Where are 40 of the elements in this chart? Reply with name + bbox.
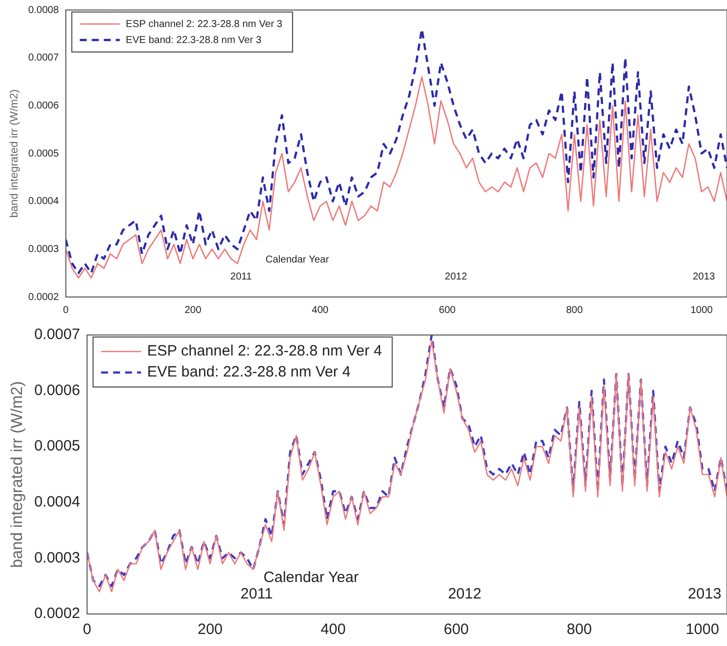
x-tick-label: 800: [566, 304, 584, 316]
x-tick-label: 600: [438, 304, 456, 316]
y-axis-title: band integrated irr (W/m2): [8, 89, 21, 218]
y-tick-label: 0.0003: [34, 549, 80, 566]
x-tick-label: 0: [63, 304, 70, 316]
annotation: 2013: [692, 272, 716, 283]
y-axis-title: band integrated irr (W/m2): [9, 381, 26, 568]
y-tick-label: 0.0005: [28, 148, 60, 160]
x-tick-label: 400: [312, 304, 329, 316]
y-tick-label: 0.0007: [34, 326, 80, 344]
legend-label: ESP channel 2: 22.3-28.8 nm Ver 3: [126, 18, 283, 30]
y-tick-label: 0.0006: [34, 382, 80, 399]
annotation: 2012: [444, 272, 468, 283]
annotation: 2013: [688, 586, 722, 603]
x-tick-label: 200: [198, 621, 223, 638]
y-tick-label: 0.0007: [28, 52, 60, 64]
x-tick-label: 1000: [690, 304, 714, 316]
annotation: 2011: [230, 272, 252, 283]
annotation: Calendar Year: [266, 254, 330, 266]
x-tick-label: 600: [444, 621, 469, 638]
y-tick-label: 0.0002: [34, 605, 80, 622]
x-tick-label: 200: [184, 304, 202, 316]
legend-label: EVE band: 22.3-28.8 nm Ver 3: [126, 34, 262, 46]
annotation: 2012: [448, 586, 482, 603]
y-tick-label: 0.0004: [28, 196, 60, 208]
y-tick-label: 0.0003: [28, 244, 60, 255]
y-tick-label: 0.0005: [34, 438, 80, 455]
x-tick-label: 0: [82, 621, 92, 638]
annotation: 2011: [240, 586, 273, 603]
x-tick-label: 400: [320, 621, 346, 638]
line-series: [66, 28, 727, 274]
x-tick-label: 800: [566, 621, 592, 638]
y-tick-label: 0.0008: [28, 4, 60, 16]
y-tick-label: 0.0004: [34, 494, 80, 511]
legend-label: ESP channel 2: 22.3-28.8 nm Ver 4: [147, 342, 382, 360]
y-tick-label: 0.0002: [28, 292, 60, 303]
x-tick-label: 1000: [686, 621, 720, 638]
y-tick-label: 0.0006: [28, 100, 60, 112]
legend-label: EVE band: 22.3-28.8 nm Ver 4: [147, 364, 351, 381]
annotation: Calendar Year: [264, 568, 359, 586]
